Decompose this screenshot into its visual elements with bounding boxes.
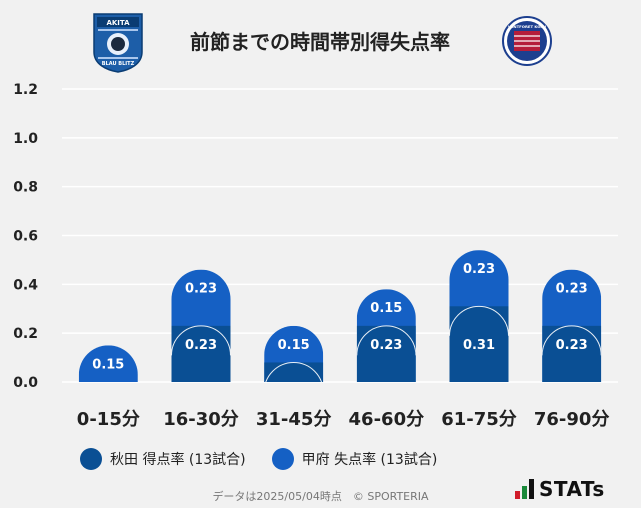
bar-stack [171, 269, 231, 382]
data-label-akita: 0.23 [556, 338, 588, 353]
y-tick-label: 0.0 [13, 375, 38, 391]
stats-logo: STATs [515, 477, 605, 501]
bar-divider [449, 305, 509, 336]
x-axis: 0-15分 16-30分 31-45分 46-60分 61-75分 76-90分 [77, 409, 610, 430]
data-label-akita: 0.23 [370, 338, 402, 353]
x-tick-label: 76-90分 [534, 409, 610, 430]
x-tick-label: 31-45分 [256, 409, 332, 430]
akita-logo: AKITA BLAU BLITZ [93, 13, 143, 73]
gridlines [62, 88, 618, 383]
stats-bars-icon [515, 479, 534, 499]
y-tick-label: 0.6 [13, 229, 38, 245]
data-label-kofu: 0.15 [370, 301, 402, 316]
x-tick-label: 46-60分 [349, 409, 425, 430]
bar-akita [356, 325, 416, 382]
legend-label-akita: 秋田 得点率 (13試合) [110, 452, 246, 468]
data-label-akita: 0.23 [185, 338, 217, 353]
y-axis: 0.0 0.2 0.4 0.6 0.8 1.0 1.2 [13, 82, 38, 391]
y-tick-label: 0.8 [13, 180, 38, 196]
kofu-logo: VENTFORET KOFU [502, 16, 552, 66]
legend-item-akita: 秋田 得点率 (13試合) [80, 448, 246, 470]
data-label-kofu: 0.23 [463, 262, 495, 277]
bar-stack [542, 269, 602, 382]
bar-divider [542, 325, 602, 356]
bars: 0.15 0.23 0.23 0.15 0.23 0.15 0.31 0.23 0.23 0.23 [78, 250, 602, 382]
y-tick-label: 1.2 [13, 82, 38, 98]
bar-stack [356, 289, 416, 382]
bar-divider [264, 362, 324, 382]
legend-label-kofu: 甲府 失点率 (13試合) [301, 452, 438, 468]
bar-stack [449, 250, 509, 382]
footer-note: データは2025/05/04時点 © SPORTERIA [212, 490, 429, 503]
y-tick-label: 0.4 [13, 277, 38, 293]
data-label-kofu: 0.23 [556, 282, 588, 297]
x-tick-label: 61-75分 [441, 409, 517, 430]
stats-brand: STATs [539, 477, 605, 501]
x-tick-label: 0-15分 [77, 409, 140, 430]
bar-akita [171, 325, 231, 382]
svg-text:VENTFORET KOFU: VENTFORET KOFU [508, 24, 546, 29]
chart-title: 前節までの時間帯別得失点率 [190, 30, 450, 54]
x-tick-label: 16-30分 [163, 409, 239, 430]
bar-divider [171, 325, 231, 356]
bar-divider [356, 325, 416, 356]
legend-item-kofu: 甲府 失点率 (13試合) [271, 448, 438, 470]
data-label-kofu: 0.23 [185, 282, 217, 297]
svg-text:AKITA: AKITA [106, 19, 130, 27]
bar-stack [264, 325, 324, 382]
legend-swatch-kofu [271, 448, 294, 470]
bar-akita [542, 325, 602, 382]
data-label-kofu: 0.15 [278, 338, 310, 353]
y-tick-label: 1.0 [13, 131, 38, 147]
y-tick-label: 0.2 [13, 326, 38, 342]
legend-swatch-akita [80, 448, 102, 470]
svg-text:BLAU BLITZ: BLAU BLITZ [102, 61, 135, 67]
bar-akita [264, 362, 324, 382]
data-label-kofu: 0.15 [92, 357, 124, 372]
bar-akita [449, 306, 509, 382]
legend: 秋田 得点率 (13試合) 甲府 失点率 (13試合) [80, 448, 437, 470]
data-label-akita: 0.31 [463, 338, 495, 353]
